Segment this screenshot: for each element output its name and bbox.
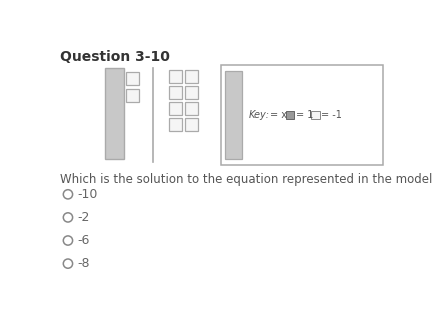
Bar [311,111,320,119]
Bar [225,71,242,159]
Bar [126,89,139,102]
Text: -10: -10 [77,188,98,201]
Text: -6: -6 [77,234,89,247]
Text: Which is the solution to the equation represented in the model?: Which is the solution to the equation re… [60,173,432,186]
Text: = -1: = -1 [321,110,342,120]
Text: = 1: = 1 [296,110,313,120]
Bar [169,118,182,131]
Bar [126,72,139,85]
Bar [221,65,383,165]
Bar [185,118,198,131]
Bar [185,86,198,99]
Bar [169,86,182,99]
Text: Question 3-10: Question 3-10 [60,50,170,64]
Bar [185,70,198,83]
Text: = x: = x [270,110,287,120]
Bar [105,68,124,159]
Text: Key:: Key: [248,110,270,120]
Bar [169,102,182,115]
Bar [169,70,182,83]
Bar [286,111,294,119]
Text: -2: -2 [77,211,89,224]
Bar [185,102,198,115]
Text: -8: -8 [77,257,90,270]
